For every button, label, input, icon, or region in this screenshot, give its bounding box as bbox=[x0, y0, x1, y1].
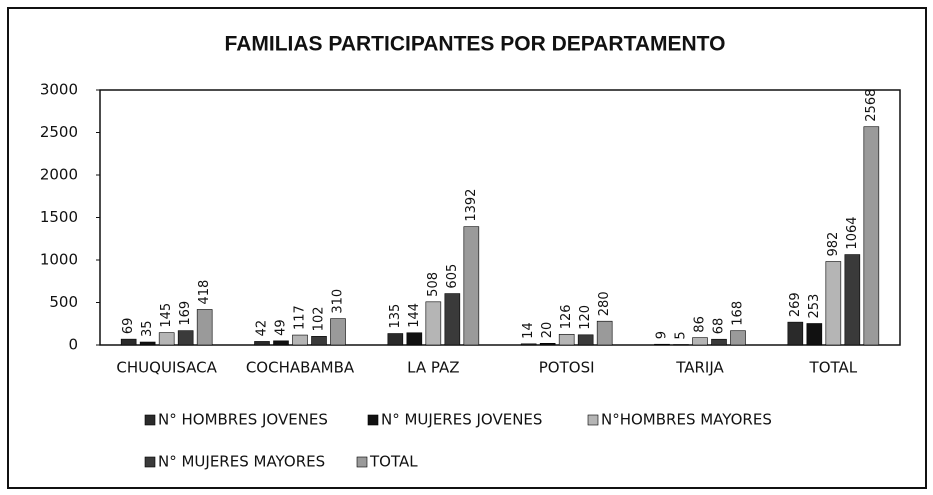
value-label: 145 bbox=[159, 303, 174, 328]
bar bbox=[254, 341, 270, 346]
bar bbox=[692, 337, 708, 346]
bar bbox=[139, 341, 156, 346]
chart-title: FAMILIAS PARTICIPANTES POR DEPARTAMENTO bbox=[225, 33, 726, 56]
value-label: 168 bbox=[731, 301, 746, 326]
bar bbox=[844, 254, 861, 346]
y-tick-label: 1500 bbox=[40, 208, 78, 226]
value-label: 35 bbox=[140, 320, 155, 337]
y-tick-label: 500 bbox=[49, 293, 78, 311]
bar bbox=[177, 330, 194, 346]
y-tick-label: 2000 bbox=[40, 166, 78, 184]
bar bbox=[120, 338, 137, 346]
bar bbox=[711, 338, 727, 346]
bar bbox=[406, 332, 423, 346]
value-label: 20 bbox=[540, 322, 555, 339]
x-tick-label: TARIJA bbox=[675, 359, 724, 377]
legend-swatch bbox=[144, 414, 156, 426]
legend-label: TOTAL bbox=[369, 453, 418, 471]
bar bbox=[158, 332, 175, 346]
x-tick-label: LA PAZ bbox=[407, 359, 459, 377]
bar bbox=[577, 334, 594, 346]
value-label: 280 bbox=[597, 291, 612, 316]
bar bbox=[463, 226, 480, 346]
bar bbox=[825, 261, 842, 346]
bar bbox=[596, 320, 613, 346]
y-tick-label: 3000 bbox=[40, 81, 78, 99]
bar bbox=[787, 321, 804, 346]
bar bbox=[330, 318, 346, 346]
value-label: 982 bbox=[826, 232, 841, 257]
value-label: 9 bbox=[655, 331, 670, 339]
legend-swatch bbox=[144, 456, 156, 468]
value-label: 5 bbox=[674, 331, 689, 339]
bar bbox=[387, 333, 404, 346]
bar bbox=[806, 323, 823, 346]
value-label: 418 bbox=[197, 280, 212, 305]
bar bbox=[196, 309, 213, 346]
value-label: 310 bbox=[331, 289, 346, 314]
value-label: 86 bbox=[693, 316, 708, 333]
bar bbox=[730, 330, 746, 346]
value-label: 69 bbox=[121, 318, 136, 335]
value-label: 117 bbox=[293, 305, 308, 330]
bar bbox=[292, 334, 308, 346]
bar bbox=[444, 293, 461, 346]
value-label: 120 bbox=[578, 305, 593, 330]
value-label: 605 bbox=[445, 264, 460, 289]
value-label: 14 bbox=[521, 322, 536, 339]
value-label: 102 bbox=[312, 307, 327, 332]
x-tick-label: CHUQUISACA bbox=[116, 359, 217, 377]
bar bbox=[425, 301, 442, 346]
bar bbox=[273, 340, 289, 346]
bar bbox=[539, 342, 556, 346]
legend-swatch bbox=[367, 414, 379, 426]
x-tick-label: TOTAL bbox=[809, 359, 858, 377]
x-tick-label: POTOSI bbox=[539, 359, 595, 377]
value-label: 2568 bbox=[864, 89, 879, 122]
bar bbox=[311, 336, 327, 346]
legend-label: N° MUJERES MAYORES bbox=[158, 453, 325, 471]
value-label: 144 bbox=[407, 303, 422, 328]
value-label: 42 bbox=[255, 320, 270, 337]
value-label: 135 bbox=[388, 304, 403, 329]
legend-label: N° MUJERES JOVENES bbox=[381, 411, 542, 429]
y-tick-label: 1000 bbox=[40, 251, 78, 269]
legend-swatch bbox=[356, 456, 368, 468]
legend-label: N°HOMBRES MAYORES bbox=[601, 411, 772, 429]
value-label: 1392 bbox=[464, 189, 479, 222]
value-label: 253 bbox=[807, 294, 822, 319]
legend-label: N° HOMBRES JOVENES bbox=[158, 411, 328, 429]
y-tick-label: 0 bbox=[68, 336, 78, 354]
bar bbox=[520, 343, 537, 346]
bar bbox=[863, 126, 880, 346]
value-label: 68 bbox=[712, 318, 727, 335]
y-tick-label: 2500 bbox=[40, 123, 78, 141]
bar bbox=[558, 333, 575, 346]
value-label: 1064 bbox=[845, 216, 860, 249]
value-label: 49 bbox=[274, 319, 289, 336]
value-label: 126 bbox=[559, 304, 574, 329]
value-label: 169 bbox=[178, 301, 193, 326]
bar bbox=[654, 343, 670, 346]
legend-swatch bbox=[587, 414, 599, 426]
x-tick-label: COCHABAMBA bbox=[246, 359, 355, 377]
value-label: 508 bbox=[426, 272, 441, 297]
value-label: 269 bbox=[788, 292, 803, 317]
